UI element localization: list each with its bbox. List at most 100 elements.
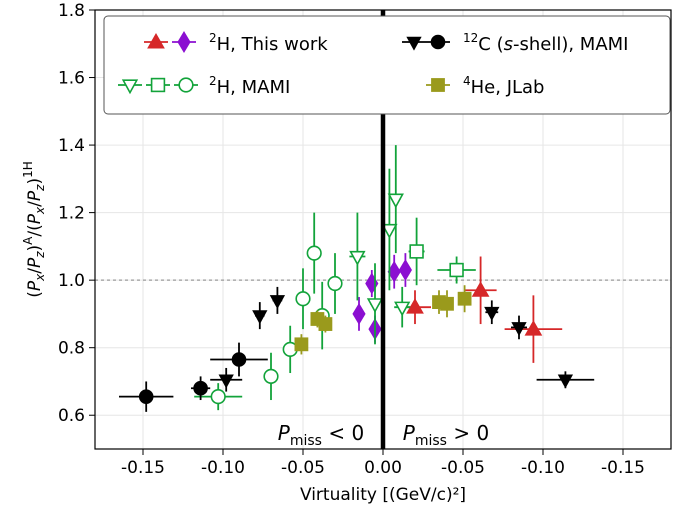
data-point [119, 381, 174, 412]
x-tick-label: -0.05 [281, 458, 325, 478]
y-axis-title: (Px/Pz)A/(Px/Pz)1H [21, 161, 47, 298]
legend-symbol-olive-square [426, 78, 450, 92]
legend-symbol-black-circle [426, 34, 450, 50]
data-point [366, 263, 384, 345]
data-point [295, 268, 311, 330]
legend-entry-4he-jlab: 4He, JLab [463, 74, 545, 98]
legend-entry-12c-mami: 12C (s-shell), MAMI [463, 31, 629, 55]
data-marker [294, 337, 309, 352]
legend-symbol-green-circle [174, 77, 198, 93]
data-marker [269, 295, 286, 310]
data-marker [440, 296, 454, 311]
data-point [210, 367, 243, 392]
y-tick-label: 1.6 [58, 69, 85, 89]
data-point [511, 315, 527, 340]
data-point [399, 290, 431, 325]
data-marker [327, 275, 343, 292]
legend-marker [177, 31, 191, 53]
legend-marker [178, 77, 194, 93]
data-marker [210, 389, 226, 405]
data-point [381, 168, 398, 291]
data-marker [138, 389, 154, 404]
data-point [398, 253, 412, 287]
x-tick-label: -0.10 [521, 458, 565, 478]
legend-markers [118, 31, 450, 95]
data-point [387, 145, 404, 254]
y-tick-label: 0.6 [58, 406, 85, 426]
legend: 2H, This work 2H, MAMI 12C (s-shell), MA… [103, 15, 671, 115]
data-marker [457, 291, 472, 306]
legend-marker [406, 36, 422, 51]
data-marker [252, 310, 268, 325]
data-point [194, 383, 243, 411]
legend-symbol-purple-diamond [172, 31, 196, 53]
data-point [408, 217, 425, 286]
data-marker [398, 259, 412, 281]
data-marker [218, 374, 234, 389]
region-label-left: Pmiss < 0 [278, 421, 364, 449]
data-point [269, 286, 286, 314]
data-marker [557, 374, 574, 389]
data-point [484, 300, 500, 325]
y-tick-label: 0.8 [58, 339, 85, 359]
x-tick-label: -0.15 [601, 458, 645, 478]
legend-entry-2h-this-work: 2H, This work [209, 31, 328, 55]
y-tick-label: 1.4 [58, 136, 85, 156]
y-tick-label: 1.0 [58, 271, 85, 291]
data-point [318, 315, 333, 333]
data-marker [231, 352, 247, 367]
x-tick-label: -0.05 [441, 458, 485, 478]
data-point [437, 256, 476, 284]
data-point [294, 334, 309, 355]
data-marker [449, 262, 464, 278]
data-point [263, 352, 279, 401]
data-point [504, 295, 563, 363]
data-point [327, 253, 343, 314]
legend-marker [150, 77, 166, 93]
data-point [536, 371, 595, 389]
legend-symbol-green-triangle [118, 79, 142, 95]
y-tick-label: 1.2 [58, 204, 85, 224]
x-tick-label: -0.15 [121, 458, 165, 478]
data-point [365, 270, 379, 298]
data-marker [295, 291, 311, 307]
data-marker [365, 272, 379, 295]
data-marker [406, 298, 424, 314]
data-point [394, 286, 411, 328]
x-axis: -0.15 -0.10 -0.05 0.00 -0.05 -0.10 -0.15 [121, 449, 645, 478]
data-marker [193, 380, 208, 396]
x-axis-title: Virtuality [(GeV/c)²] [300, 485, 466, 505]
legend-entry-2h-mami: 2H, MAMI [209, 74, 290, 98]
data-marker [263, 368, 279, 384]
data-marker [524, 320, 543, 336]
data-point [464, 256, 497, 325]
data-point [210, 342, 268, 377]
data-marker [484, 306, 500, 321]
x-tick-label: -0.10 [201, 458, 245, 478]
data-marker [366, 298, 384, 314]
data-point [349, 212, 366, 301]
data-points [119, 145, 595, 412]
data-point [306, 212, 322, 294]
data-point [387, 254, 401, 289]
legend-marker [430, 34, 446, 50]
data-point [457, 285, 472, 313]
data-marker [349, 250, 366, 266]
data-point [352, 297, 366, 331]
data-marker [471, 281, 490, 297]
legend-box [103, 15, 671, 115]
legend-marker [121, 79, 139, 95]
y-axis: 0.6 0.8 1.0 1.2 1.4 1.6 1.8 [58, 1, 95, 426]
region-label-right: Pmiss > 0 [403, 421, 489, 449]
legend-symbol-green-square [146, 77, 170, 93]
data-point [191, 376, 211, 401]
x-tick-label: 0.00 [364, 458, 402, 478]
data-point [440, 290, 454, 318]
data-marker [318, 317, 333, 331]
data-marker [387, 193, 404, 209]
data-marker [394, 301, 411, 317]
y-tick-label: 1.8 [58, 1, 85, 21]
data-marker [381, 223, 398, 239]
data-marker [511, 322, 527, 337]
legend-marker [147, 32, 165, 49]
